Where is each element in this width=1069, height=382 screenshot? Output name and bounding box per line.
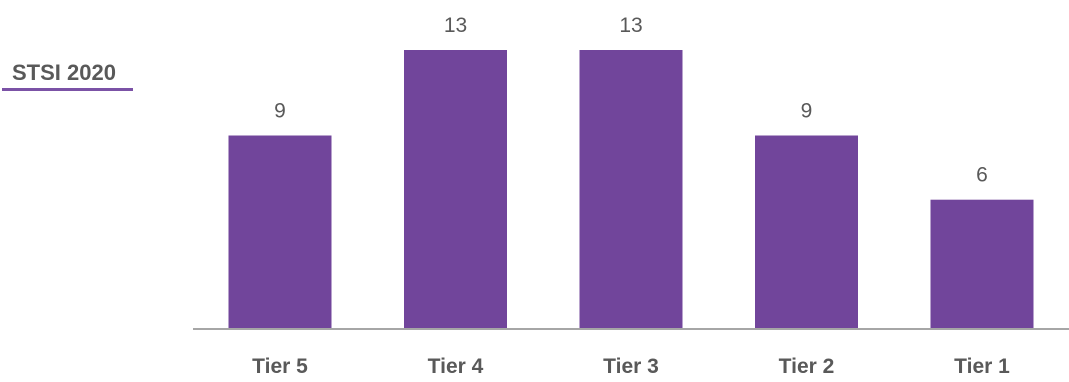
x-tick-label: Tier 3 <box>603 355 659 378</box>
bar-tier-4 <box>404 50 507 328</box>
x-tick-label: Tier 1 <box>954 355 1010 378</box>
bar-tier-1 <box>930 199 1034 328</box>
bar-tier-5 <box>228 135 332 328</box>
title-underline <box>2 88 133 91</box>
bar-tier-3 <box>579 50 683 328</box>
data-label: 13 <box>444 14 467 37</box>
x-tick-label: Tier 5 <box>252 355 308 378</box>
data-label: 13 <box>619 14 642 37</box>
data-label: 9 <box>801 100 813 123</box>
data-label: 6 <box>976 164 988 187</box>
x-tick-label: Tier 4 <box>428 355 484 378</box>
bar-tier-2 <box>755 135 858 328</box>
data-label: 9 <box>274 100 286 123</box>
chart-title: STSI 2020 <box>12 60 116 85</box>
x-tick-label: Tier 2 <box>779 355 835 378</box>
